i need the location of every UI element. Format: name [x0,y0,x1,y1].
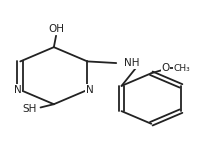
Text: N: N [14,85,22,95]
Text: CH₃: CH₃ [174,64,191,73]
Text: N: N [86,85,94,95]
Text: NH: NH [124,58,140,68]
Text: OH: OH [48,24,64,34]
Text: O: O [162,63,170,73]
Text: SH: SH [22,104,37,114]
